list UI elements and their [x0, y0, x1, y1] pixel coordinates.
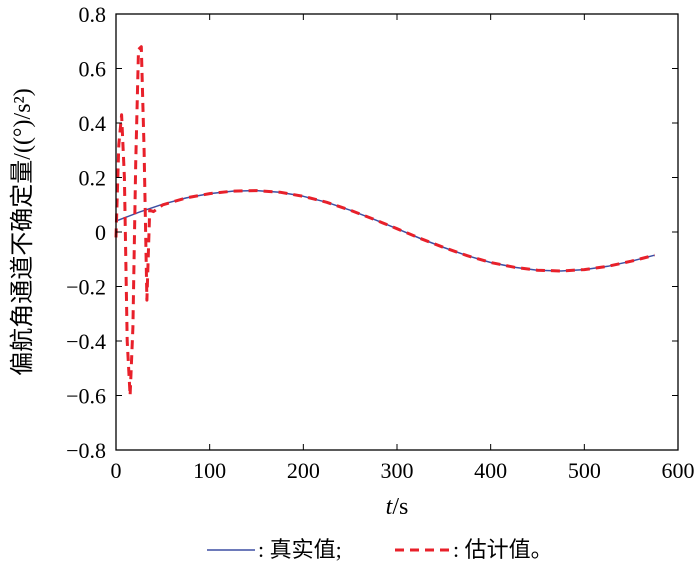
x-axis-title: t/s — [386, 494, 409, 520]
plot-lines — [114, 45, 655, 397]
x-tick-label: 600 — [662, 458, 695, 483]
x-tick-label: 100 — [193, 458, 226, 483]
y-tick-label: −0.2 — [66, 275, 106, 300]
y-tick-label: 0.4 — [79, 111, 107, 136]
y-axis-title: 偏航角通道不确定量/((°)/s²) — [9, 88, 36, 375]
x-tick-label: 300 — [381, 458, 414, 483]
y-tick-label: 0 — [95, 220, 106, 245]
legend: : 真实值; : 估计值。 — [207, 537, 553, 562]
y-tick-label: 0.6 — [79, 57, 107, 82]
x-axis-unit: s — [399, 494, 408, 520]
y-tick-label: −0.4 — [66, 329, 106, 354]
y-tick-label: 0.2 — [79, 166, 107, 191]
x-tick-label: 200 — [287, 458, 320, 483]
axis-ticks: 0 100 200 300 400 500 600 0.8 0.6 0.4 0.2 0 −0.2 −0.4… — [66, 2, 694, 483]
legend-label-estimate: : 估计值。 — [453, 537, 553, 562]
y-tick-label: 0.8 — [79, 2, 107, 27]
x-tick-label: 0 — [111, 458, 122, 483]
y-tick-label: −0.8 — [66, 438, 106, 463]
legend-label-true-value: : 真实值; — [258, 537, 342, 562]
x-tick-label: 500 — [568, 458, 601, 483]
x-axis-variable: t — [386, 494, 394, 520]
x-tick-label: 400 — [474, 458, 507, 483]
y-tick-label: −0.6 — [66, 384, 106, 409]
